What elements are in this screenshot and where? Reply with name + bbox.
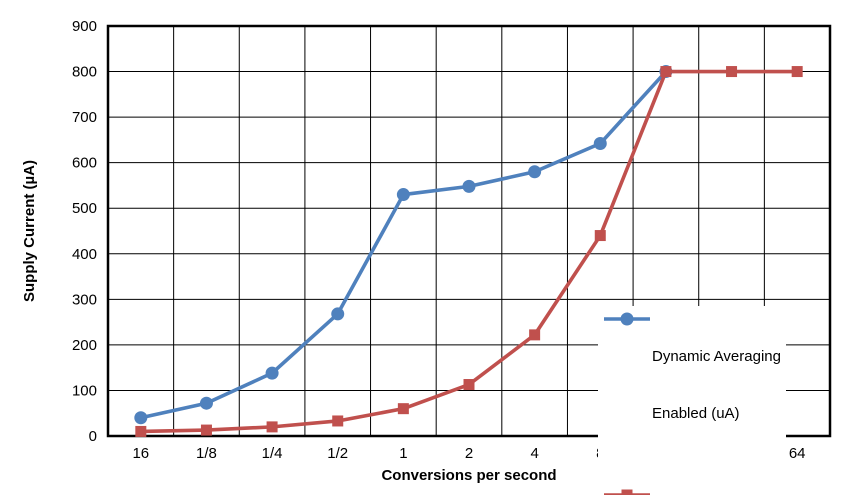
- square-data-point: [332, 415, 344, 427]
- circle-data-point: [462, 179, 476, 193]
- legend-line-square-icon: [604, 489, 650, 495]
- square-data-point: [266, 421, 278, 433]
- y-tick-label: 400: [72, 246, 97, 263]
- square-data-point: [594, 230, 606, 242]
- x-tick-label: 64: [789, 445, 806, 462]
- y-tick-label: 800: [72, 64, 97, 81]
- circle-data-point: [199, 396, 213, 410]
- series-line-0: [140, 70, 668, 420]
- x-tick-label: 1/2: [327, 445, 348, 462]
- y-axis-title: Supply Current (µA): [21, 160, 38, 302]
- legend-item-disabled: Dynamic Averaging Disabled (uA): [603, 485, 781, 495]
- x-axis-title: Conversions per second: [381, 467, 556, 484]
- x-tick-label: 1/4: [262, 445, 283, 462]
- circle-data-point: [134, 411, 148, 425]
- circle-marker-icon: [620, 312, 634, 326]
- legend-item-enabled: Dynamic Averaging Enabled (uA): [603, 309, 781, 461]
- square-data-point: [529, 329, 541, 341]
- y-tick-label: 500: [72, 200, 97, 217]
- x-tick-label: 2: [465, 445, 473, 462]
- x-tick-label: 1: [399, 445, 407, 462]
- square-data-point: [726, 66, 738, 78]
- legend-label-disabled: Dynamic Averaging Disabled (uA): [652, 485, 781, 495]
- circle-data-point: [265, 366, 279, 380]
- square-data-point: [200, 424, 212, 436]
- x-tick-label: 1/8: [196, 445, 217, 462]
- y-tick-label: 300: [72, 291, 97, 308]
- x-tick-label: 4: [530, 445, 538, 462]
- plot-border: [106, 24, 832, 438]
- y-tick-label: 700: [72, 109, 97, 126]
- square-data-point: [135, 425, 147, 437]
- square-marker-icon: [621, 489, 633, 495]
- y-tick-label: 100: [72, 382, 97, 399]
- legend-label-enabled-line1: Dynamic Averaging: [652, 348, 781, 365]
- legend-label-enabled: Dynamic Averaging Enabled (uA): [652, 309, 781, 461]
- y-tick-label: 600: [72, 155, 97, 172]
- legend-line-circle-icon: [604, 312, 650, 326]
- x-tick-label: 16: [132, 445, 149, 462]
- y-tick-label: 900: [72, 18, 97, 35]
- circle-data-point: [331, 307, 345, 321]
- legend-label-enabled-line2: Enabled (uA): [652, 405, 740, 422]
- circle-data-point: [396, 188, 410, 202]
- square-data-point: [791, 66, 803, 78]
- square-data-point: [660, 66, 672, 78]
- square-data-point: [397, 403, 409, 415]
- circle-data-point: [593, 137, 607, 151]
- square-data-point: [463, 379, 475, 391]
- legend: Dynamic Averaging Enabled (uA) Dynamic A…: [598, 306, 786, 495]
- y-tick-label: 0: [89, 428, 97, 445]
- circle-data-point: [528, 165, 542, 179]
- y-tick-label: 200: [72, 337, 97, 354]
